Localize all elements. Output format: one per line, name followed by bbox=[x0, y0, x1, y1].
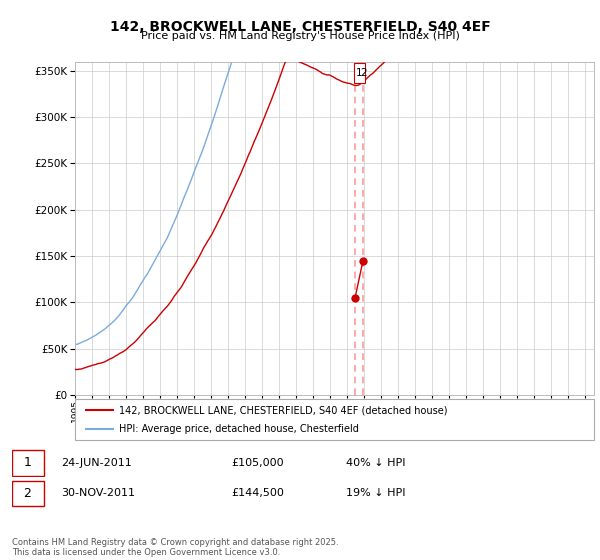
Text: 24-JUN-2011: 24-JUN-2011 bbox=[61, 458, 132, 468]
FancyBboxPatch shape bbox=[12, 450, 44, 475]
Text: 142, BROCKWELL LANE, CHESTERFIELD, S40 4EF (detached house): 142, BROCKWELL LANE, CHESTERFIELD, S40 4… bbox=[119, 405, 448, 415]
Bar bbox=[354, 63, 365, 83]
Text: Contains HM Land Registry data © Crown copyright and database right 2025.
This d: Contains HM Land Registry data © Crown c… bbox=[12, 538, 338, 557]
Text: 2: 2 bbox=[23, 487, 31, 500]
Text: HPI: Average price, detached house, Chesterfield: HPI: Average price, detached house, Ches… bbox=[119, 424, 359, 433]
Text: 19% ↓ HPI: 19% ↓ HPI bbox=[346, 488, 406, 498]
Text: 1: 1 bbox=[356, 68, 362, 78]
Text: Price paid vs. HM Land Registry's House Price Index (HPI): Price paid vs. HM Land Registry's House … bbox=[140, 31, 460, 41]
FancyBboxPatch shape bbox=[75, 399, 594, 440]
Text: 40% ↓ HPI: 40% ↓ HPI bbox=[346, 458, 406, 468]
Text: 2: 2 bbox=[360, 68, 367, 78]
Text: 30-NOV-2011: 30-NOV-2011 bbox=[61, 488, 135, 498]
Text: £144,500: £144,500 bbox=[231, 488, 284, 498]
Text: 1: 1 bbox=[23, 456, 31, 469]
Text: 142, BROCKWELL LANE, CHESTERFIELD, S40 4EF: 142, BROCKWELL LANE, CHESTERFIELD, S40 4… bbox=[110, 20, 490, 34]
FancyBboxPatch shape bbox=[12, 481, 44, 506]
Text: £105,000: £105,000 bbox=[231, 458, 284, 468]
